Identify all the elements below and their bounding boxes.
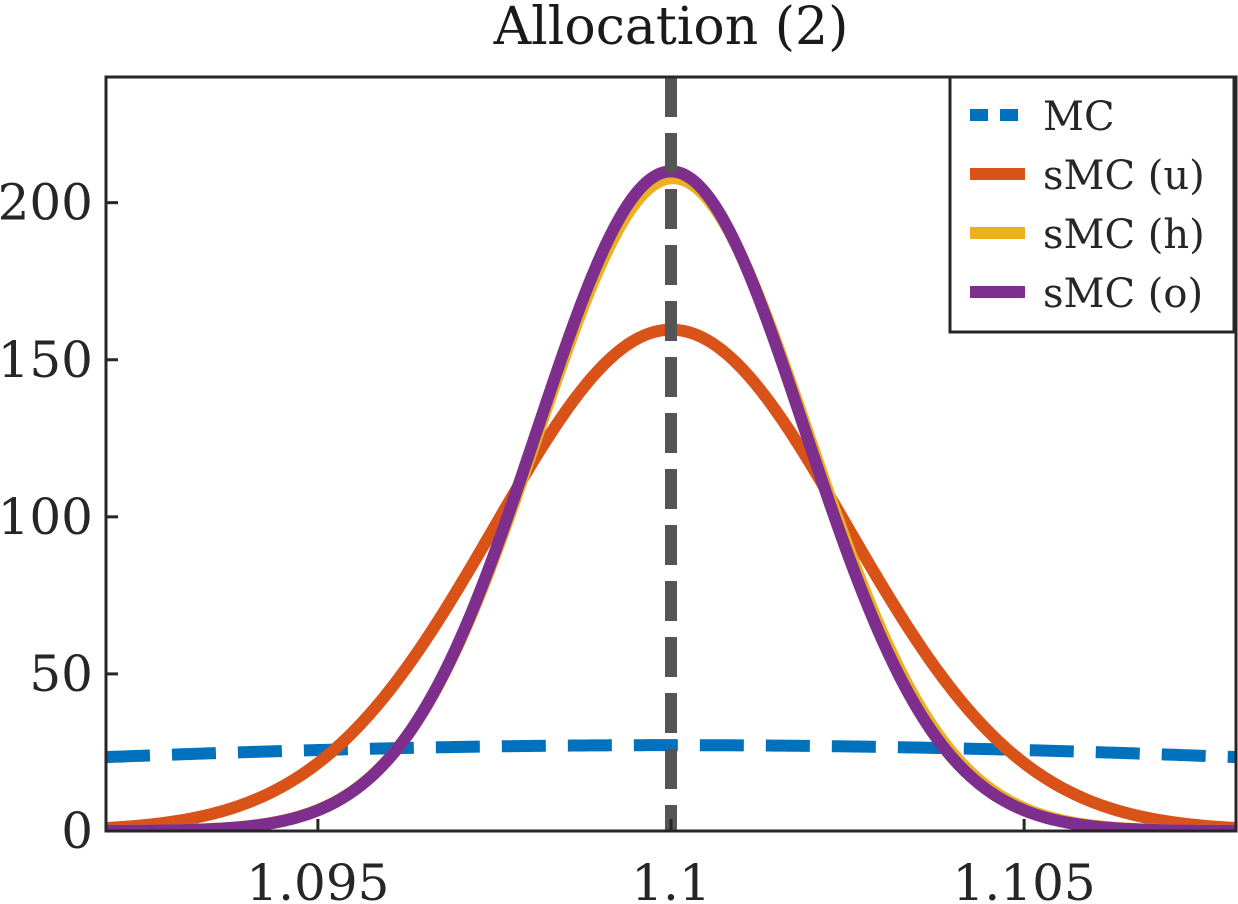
y-tick-label: 0	[61, 802, 93, 860]
chart-title: Allocation (2)	[493, 0, 849, 57]
axes: 1.095 1.1 1.105 0 50 100 150 200	[0, 75, 1238, 904]
legend: MC sMC (u) sMC (h) sMC (o)	[948, 75, 1236, 334]
x-tick-label: 1.105	[953, 854, 1096, 904]
legend-label: sMC (o)	[1043, 271, 1203, 317]
y-tick-label: 150	[0, 331, 93, 389]
y-tick-label: 200	[0, 174, 93, 232]
plot-area	[106, 77, 1236, 831]
y-tick-label: 50	[29, 645, 93, 703]
legend-label: sMC (h)	[1043, 212, 1205, 258]
legend-label: MC	[1043, 94, 1115, 140]
x-tick-label: 1.1	[631, 854, 711, 904]
y-tick-label: 100	[0, 488, 93, 546]
series-line-mc	[106, 739, 1236, 764]
x-tick-label: 1.095	[246, 854, 389, 904]
legend-label: sMC (u)	[1043, 153, 1205, 199]
